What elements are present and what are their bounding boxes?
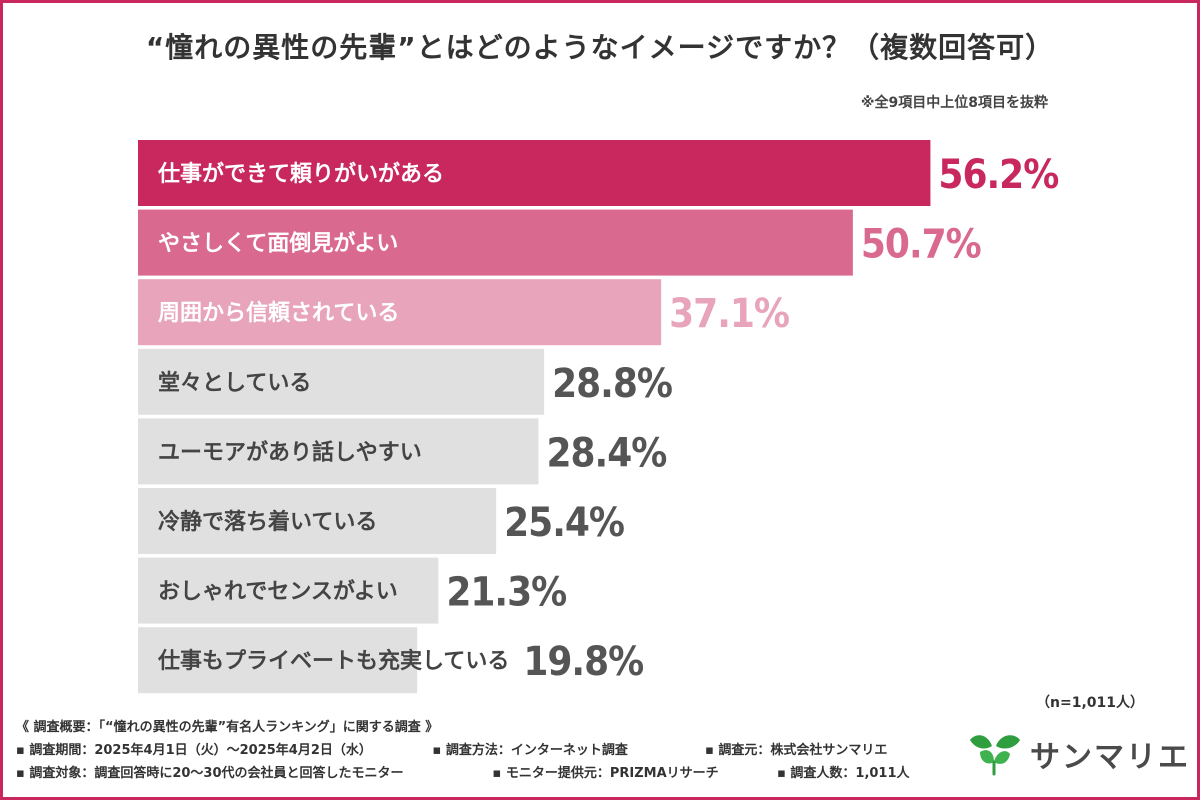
survey-overview: 《 調査概要：「“憧れの異性の先輩”有名人ランキング」に関する調査 》 ▪ 調査… <box>16 716 910 785</box>
survey-period: ▪ 調査期間：2025年4月1日（火）〜2025年4月2日（水） <box>16 743 372 758</box>
survey-target: ▪ 調査対象：調査回答時に20〜30代の会社員と回答したモニター <box>16 766 404 781</box>
value-label-2: 50.7% <box>861 222 981 268</box>
survey-method: ▪ 調査方法：インターネット調査 <box>432 743 628 758</box>
value-label-7: 21.3% <box>446 570 566 616</box>
bar-7 <box>138 557 439 624</box>
value-label-5: 28.4% <box>546 430 666 476</box>
survey-heading: 《 調査概要：「“憧れの異性の先輩”有名人ランキング」に関する調査 》 <box>16 720 439 735</box>
value-label-8: 19.8% <box>523 639 643 685</box>
bar-3 <box>138 279 662 346</box>
bar-label-2: やさしくて面倒見がよい <box>158 231 398 257</box>
value-label-4: 28.8% <box>552 361 672 407</box>
chart-note: ※全9項目中上位8項目を抜粋 <box>860 95 1048 111</box>
bar-8 <box>138 627 418 694</box>
value-label-3: 37.1% <box>669 291 789 337</box>
bar-4 <box>138 348 545 415</box>
bar-label-5: ユーモアがあり話しやすい <box>158 439 422 465</box>
bar-5 <box>138 418 539 485</box>
sample-size: （n=1,011人） <box>1036 695 1144 711</box>
bar-label-3: 周囲から信頼されている <box>158 300 399 326</box>
bar-label-7: おしゃれでセンスがよい <box>158 579 398 605</box>
bar-label-4: 堂々としている <box>158 371 311 396</box>
bar-1 <box>138 140 931 206</box>
chart-title: “憧れの異性の先輩”とはどのようなイメージですか？（複数回答可） <box>145 31 1055 64</box>
value-label-6: 25.4% <box>504 500 624 546</box>
bar-label-6: 冷静で落ち着いている <box>158 509 377 535</box>
bar-6 <box>138 488 497 554</box>
leaf-icon <box>970 735 1020 776</box>
logo-text: サンマリエ <box>1030 740 1190 775</box>
bar-label-8: 仕事もプライベートも充実している <box>157 648 509 674</box>
survey-provider: ▪ モニター提供元：PRIZMAリサーチ <box>492 766 719 781</box>
bar-label-1: 仕事ができて頼りがいがある <box>157 161 444 187</box>
survey-source: ▪ 調査元：株式会社サンマリエ <box>705 743 888 758</box>
survey-count: ▪ 調査人数：1,011人 <box>777 766 910 781</box>
value-label-1: 56.2% <box>938 152 1058 198</box>
sunmarie-logo: サンマリエ <box>966 732 1190 776</box>
bar-2 <box>138 209 853 276</box>
